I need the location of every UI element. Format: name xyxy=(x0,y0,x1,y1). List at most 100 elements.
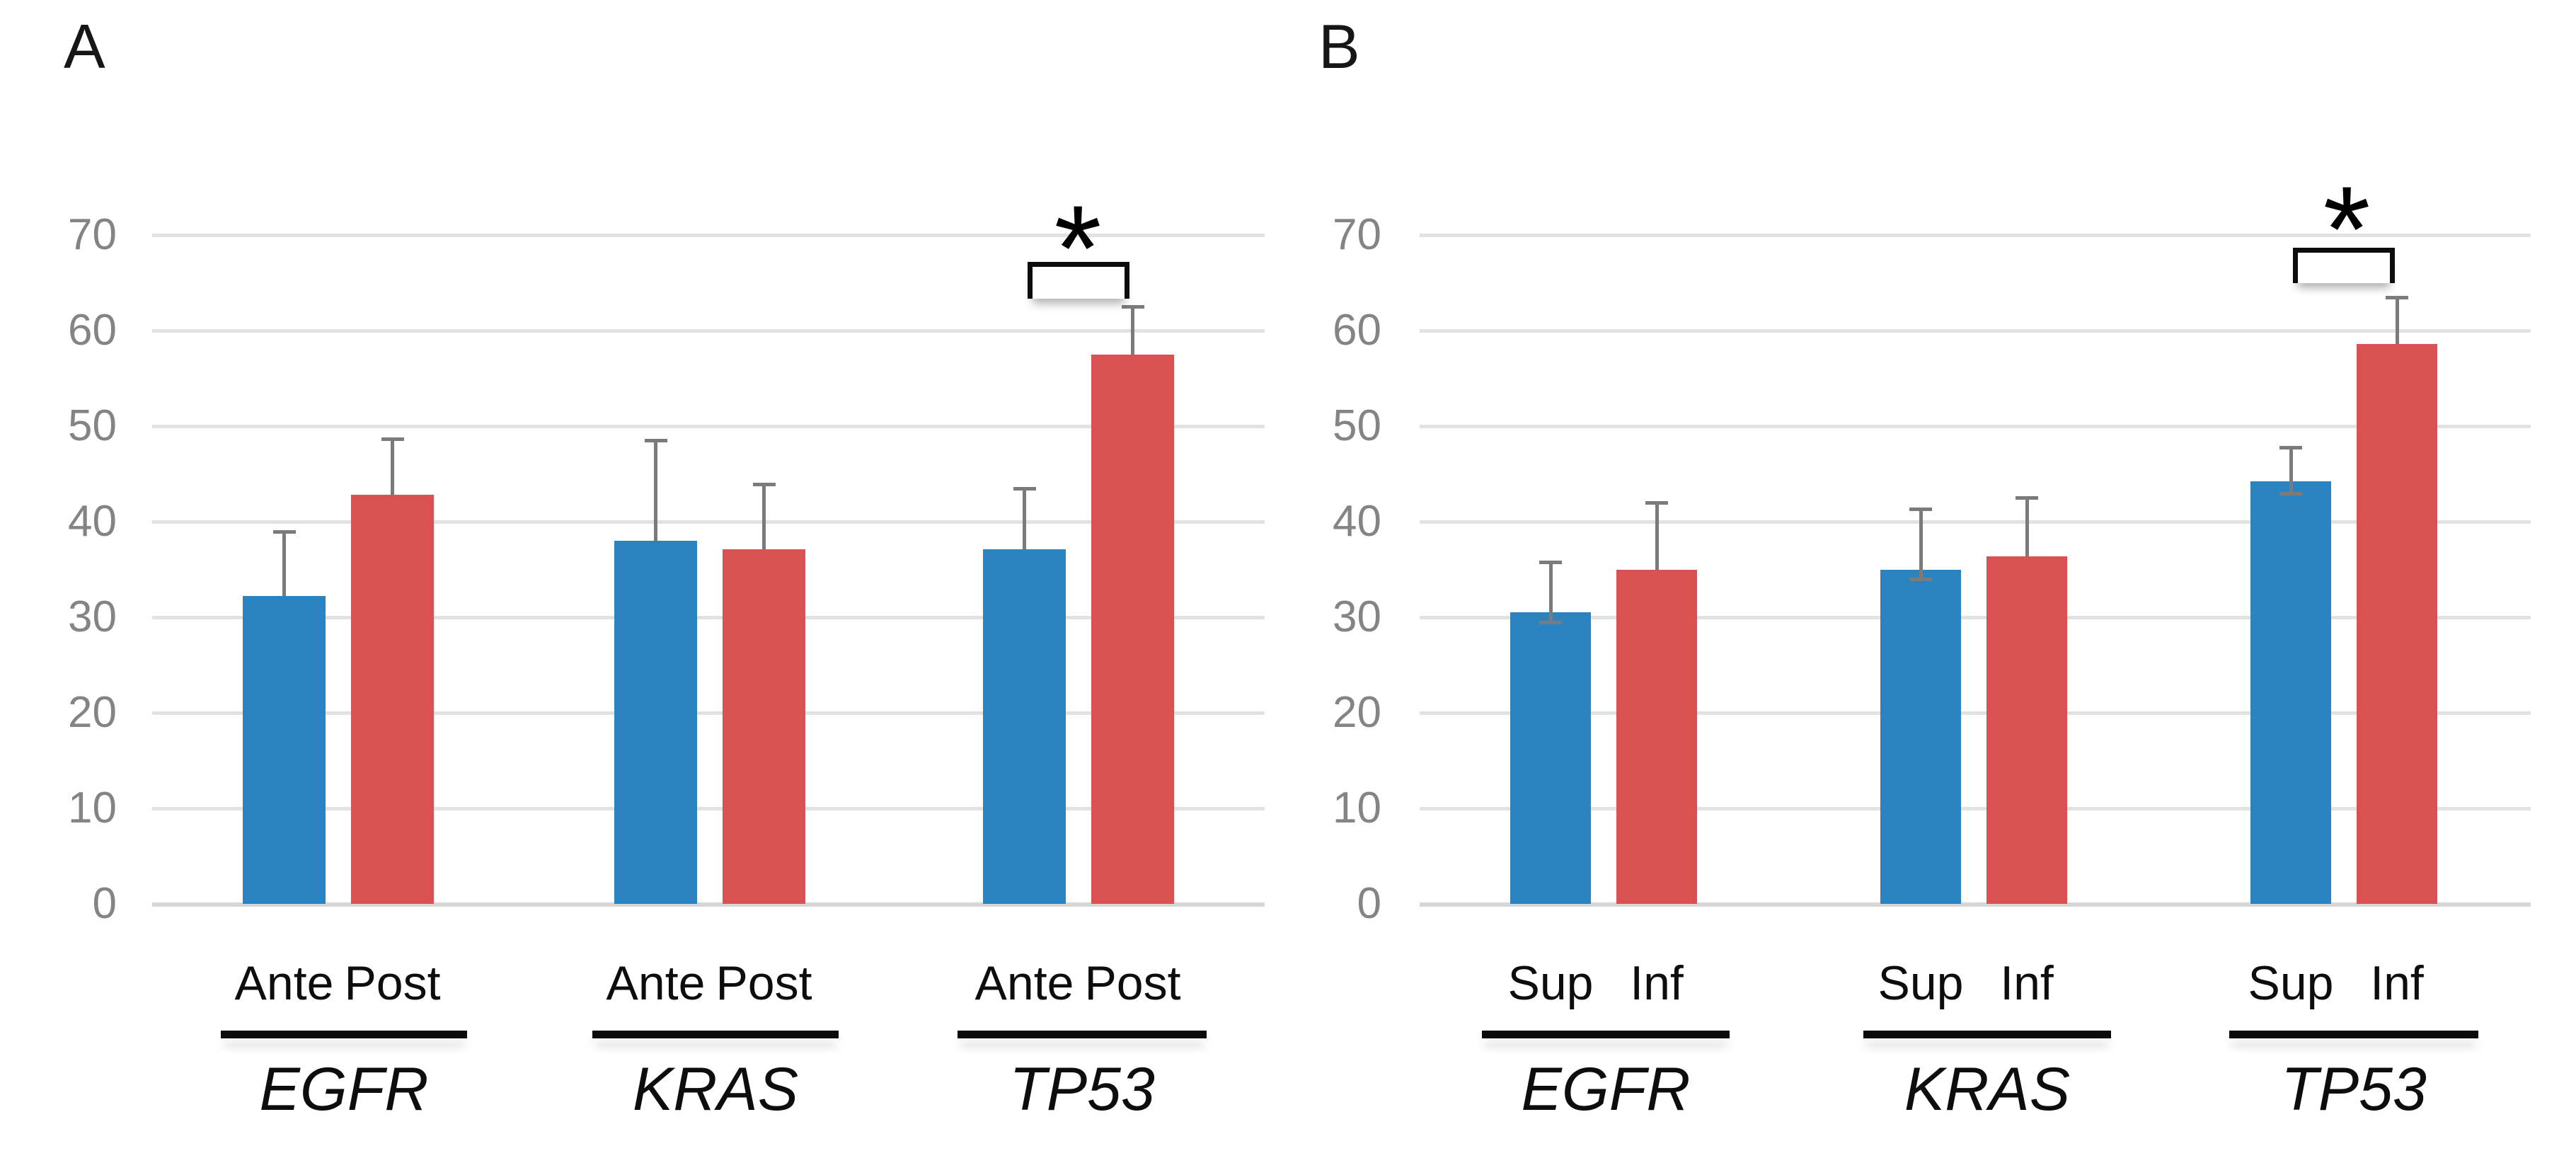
bar-a-EGFR-Post xyxy=(351,495,434,904)
series-word-a-EGFR-Post: Post xyxy=(344,956,441,1010)
gridline-30 xyxy=(152,616,1265,619)
bar-b-KRAS-Inf xyxy=(1986,556,2067,904)
y-tick-label-20: 20 xyxy=(1333,688,1381,737)
y-tick-label-0: 0 xyxy=(1357,879,1381,928)
significance-asterisk-a: * xyxy=(1054,180,1102,316)
y-tick-label-30: 30 xyxy=(68,592,117,641)
bar-b-EGFR-Sup xyxy=(1510,612,1591,904)
bar-b-EGFR-Inf xyxy=(1616,569,1697,904)
significance-bracket-b xyxy=(2293,248,2395,283)
series-word-a-KRAS-Ante: Ante xyxy=(606,956,706,1010)
gene-label-b-KRAS: KRAS xyxy=(1904,1055,2071,1123)
error-bar-b-EGFR-Sup xyxy=(1548,561,1553,622)
error-cap-top-b-TP53-Sup xyxy=(2279,445,2302,449)
gene-label-a-TP53: TP53 xyxy=(1009,1055,1155,1123)
series-word-a-EGFR-Ante: Ante xyxy=(234,956,334,1010)
y-tick-label-0: 0 xyxy=(92,879,117,928)
gridline-30 xyxy=(1420,616,2531,619)
y-tick-label-60: 60 xyxy=(1333,306,1381,355)
y-tick-label-10: 10 xyxy=(68,784,117,832)
y-tick-label-20: 20 xyxy=(68,688,117,737)
error-bar-a-EGFR-Ante xyxy=(282,531,286,597)
group-underline-a-TP53 xyxy=(958,1031,1207,1038)
error-bar-b-TP53-Inf xyxy=(2395,297,2399,344)
series-word-b-TP53-Inf: Inf xyxy=(2370,956,2424,1010)
error-bar-a-KRAS-Post xyxy=(762,484,766,550)
bar-a-TP53-Post xyxy=(1091,354,1174,904)
error-bar-b-KRAS-Sup xyxy=(1919,509,1923,579)
series-word-b-KRAS-Inf: Inf xyxy=(2000,956,2054,1010)
series-word-a-TP53-Post: Post xyxy=(1084,956,1181,1010)
y-tick-label-40: 40 xyxy=(68,497,117,546)
gridline-0 xyxy=(152,902,1265,907)
gridline-60 xyxy=(1420,329,2531,333)
gridline-50 xyxy=(1420,425,2531,428)
error-cap-top-b-KRAS-Sup xyxy=(1909,508,1932,512)
series-word-b-EGFR-Sup: Sup xyxy=(1507,956,1594,1010)
error-bar-b-KRAS-Inf xyxy=(2025,498,2029,556)
error-cap-top-b-TP53-Inf xyxy=(2386,295,2408,299)
gridline-70 xyxy=(152,234,1265,237)
y-tick-label-10: 10 xyxy=(1333,784,1381,832)
y-tick-label-70: 70 xyxy=(68,210,117,259)
error-bar-b-EGFR-Inf xyxy=(1655,503,1659,570)
significance-asterisk-b: * xyxy=(2323,161,2371,297)
gene-label-b-TP53: TP53 xyxy=(2281,1055,2427,1123)
gridline-60 xyxy=(152,329,1265,333)
panel-a-letter: A xyxy=(64,11,106,81)
error-cap-top-a-EGFR-Post xyxy=(381,437,404,441)
gridline-10 xyxy=(152,807,1265,810)
error-cap-top-b-EGFR-Inf xyxy=(1645,501,1668,505)
error-cap-top-b-KRAS-Inf xyxy=(2016,496,2038,500)
group-underline-b-EGFR xyxy=(1482,1031,1730,1038)
error-cap-top-a-TP53-Ante xyxy=(1013,486,1036,491)
group-underline-a-EGFR xyxy=(221,1031,467,1038)
y-tick-label-30: 30 xyxy=(1333,592,1381,641)
group-underline-a-KRAS xyxy=(592,1031,839,1038)
gene-label-a-KRAS: KRAS xyxy=(632,1055,799,1123)
gene-label-b-EGFR: EGFR xyxy=(1521,1055,1691,1123)
gridline-40 xyxy=(1420,520,2531,524)
error-cap-top-a-TP53-Post xyxy=(1121,305,1144,309)
y-tick-label-70: 70 xyxy=(1333,210,1381,259)
series-word-b-KRAS-Sup: Sup xyxy=(1878,956,1964,1010)
bar-a-TP53-Ante xyxy=(983,549,1066,904)
bar-b-TP53-Inf xyxy=(2357,343,2437,904)
error-bar-a-TP53-Post xyxy=(1131,306,1134,355)
error-cap-top-b-EGFR-Sup xyxy=(1539,560,1562,564)
gridline-40 xyxy=(152,520,1265,524)
bar-b-KRAS-Sup xyxy=(1880,569,1961,904)
series-word-b-TP53-Sup: Sup xyxy=(2248,956,2334,1010)
bar-a-EGFR-Ante xyxy=(243,596,326,904)
error-cap-top-a-EGFR-Ante xyxy=(272,529,296,534)
y-tick-label-50: 50 xyxy=(1333,401,1381,450)
error-bar-a-TP53-Ante xyxy=(1023,488,1026,550)
series-word-b-EGFR-Inf: Inf xyxy=(1630,956,1684,1010)
series-word-a-KRAS-Post: Post xyxy=(715,956,812,1010)
bar-a-KRAS-Ante xyxy=(614,541,697,904)
panel-b-letter: B xyxy=(1318,11,1361,81)
error-bar-b-TP53-Sup xyxy=(2289,447,2293,493)
gridline-0 xyxy=(1420,902,2531,907)
group-underline-b-TP53 xyxy=(2229,1031,2478,1038)
y-tick-label-60: 60 xyxy=(68,306,117,355)
gridline-20 xyxy=(152,711,1265,715)
error-cap-top-a-KRAS-Ante xyxy=(644,439,667,443)
error-cap-bottom-b-EGFR-Sup xyxy=(1539,620,1562,624)
error-bar-a-KRAS-Ante xyxy=(654,440,657,541)
bar-b-TP53-Sup xyxy=(2250,481,2331,904)
gene-label-a-EGFR: EGFR xyxy=(259,1055,429,1123)
error-cap-top-a-KRAS-Post xyxy=(752,483,776,487)
gridline-20 xyxy=(1420,711,2531,715)
error-bar-a-EGFR-Post xyxy=(391,438,394,495)
error-cap-bottom-b-TP53-Sup xyxy=(2279,491,2302,495)
gridline-50 xyxy=(152,425,1265,428)
group-underline-b-KRAS xyxy=(1863,1031,2111,1038)
gridline-70 xyxy=(1420,234,2531,237)
significance-bracket-a xyxy=(1028,262,1129,299)
error-cap-bottom-b-KRAS-Sup xyxy=(1909,578,1932,581)
series-word-a-TP53-Ante: Ante xyxy=(974,956,1074,1010)
